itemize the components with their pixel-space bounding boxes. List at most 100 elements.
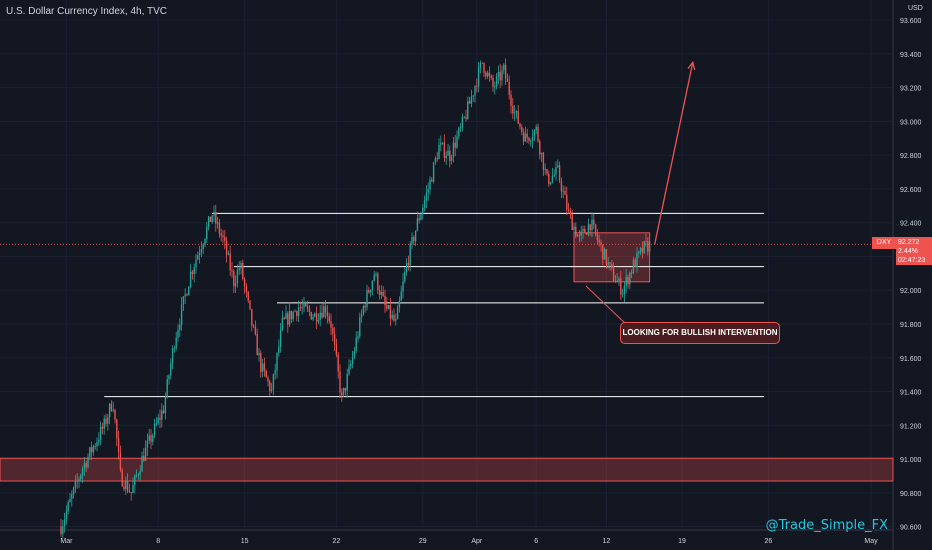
candle-body	[134, 475, 136, 486]
candle-body	[416, 218, 419, 231]
candle-body	[355, 337, 357, 352]
plot-area	[0, 0, 893, 530]
candle-body	[611, 263, 613, 268]
candle-body	[503, 64, 505, 71]
candle-body	[521, 126, 523, 132]
candle-body	[168, 375, 170, 380]
candle-body	[474, 86, 476, 96]
candle-body	[584, 228, 586, 234]
candle-body	[512, 105, 514, 114]
candle-body	[557, 165, 559, 168]
candle-body	[596, 233, 599, 240]
candle-body	[407, 262, 410, 266]
candle-body	[112, 410, 114, 411]
candle-body	[387, 305, 390, 309]
candle-body	[206, 226, 208, 239]
candle-body	[108, 403, 111, 418]
zones	[0, 232, 894, 482]
candle-body	[333, 333, 336, 345]
candle-body	[625, 276, 627, 286]
candle-body	[636, 252, 638, 268]
candle-body	[351, 357, 354, 364]
candle-body	[616, 280, 618, 283]
candle-body	[193, 267, 195, 274]
candle-body	[211, 215, 213, 222]
candle-body	[182, 296, 185, 305]
candle-body	[150, 435, 152, 442]
x-tick-label: 22	[333, 538, 341, 545]
candle-body	[128, 491, 131, 493]
candle-body	[380, 291, 383, 295]
candle-body	[364, 306, 366, 308]
candle-body	[213, 212, 215, 216]
candle-body	[229, 253, 231, 271]
candle-body	[634, 259, 636, 268]
y-tick-label: 92.800	[900, 153, 922, 160]
candle-body	[296, 311, 298, 316]
price-badge: 92.272 2.44% 02:47:23	[896, 237, 932, 265]
y-tick-label: 90.600	[900, 525, 922, 532]
candle-body	[373, 274, 375, 281]
candle-body	[414, 230, 417, 242]
y-tick-label: 90.800	[900, 491, 922, 498]
candle-body	[139, 471, 141, 475]
candle-body	[278, 346, 280, 354]
consolidation-box	[573, 232, 651, 283]
candle-body	[436, 158, 438, 160]
candle-body	[161, 410, 163, 420]
candle-body	[126, 480, 129, 492]
candle-body	[175, 337, 177, 349]
candle-body	[434, 158, 437, 163]
candle-body	[645, 241, 647, 242]
candle-body	[180, 304, 183, 325]
candle-body	[477, 67, 480, 87]
candle-body	[89, 447, 91, 457]
candle-body	[560, 180, 563, 192]
projection-line	[653, 62, 694, 245]
candle-body	[648, 240, 651, 252]
candle-body	[317, 319, 320, 322]
candle-body	[261, 363, 264, 372]
candle-body	[274, 370, 276, 375]
candle-body	[81, 468, 84, 475]
candle-body	[312, 316, 314, 320]
candle-body	[440, 143, 442, 145]
candle-body	[638, 251, 640, 253]
candle-body	[276, 353, 278, 371]
candle-body	[342, 387, 345, 396]
symbol-badge: DXY	[872, 237, 896, 249]
candle-body	[191, 271, 194, 274]
y-tick-label: 92.000	[900, 288, 922, 295]
candle-body	[618, 278, 620, 281]
candle-body	[641, 247, 644, 253]
candle-body	[443, 142, 446, 158]
candle-body	[488, 72, 491, 76]
candle-body	[72, 487, 75, 495]
candle-body	[432, 162, 435, 182]
candle-body	[609, 262, 611, 264]
candle-body	[598, 239, 600, 243]
candle-body	[137, 474, 140, 476]
candle-body	[315, 313, 318, 322]
candle-body	[290, 310, 293, 320]
candle-body	[96, 441, 98, 447]
candle-body	[92, 446, 95, 453]
candle-body	[495, 76, 498, 87]
projection-arrow	[585, 60, 696, 327]
candle-body	[319, 312, 321, 320]
x-tick-label: May	[864, 538, 878, 545]
candle-body	[189, 271, 192, 287]
candle-body	[366, 290, 368, 308]
candle-body	[515, 110, 518, 113]
candle-body	[566, 194, 568, 210]
candle-body	[170, 363, 172, 376]
candle-body	[144, 447, 147, 461]
x-tick-label: 15	[241, 538, 249, 545]
candle-body	[605, 249, 608, 266]
candle-body	[476, 86, 478, 87]
currency-label: USD	[908, 5, 923, 12]
candle-body	[467, 101, 469, 119]
candle-body	[146, 440, 149, 448]
candle-body	[519, 123, 521, 127]
